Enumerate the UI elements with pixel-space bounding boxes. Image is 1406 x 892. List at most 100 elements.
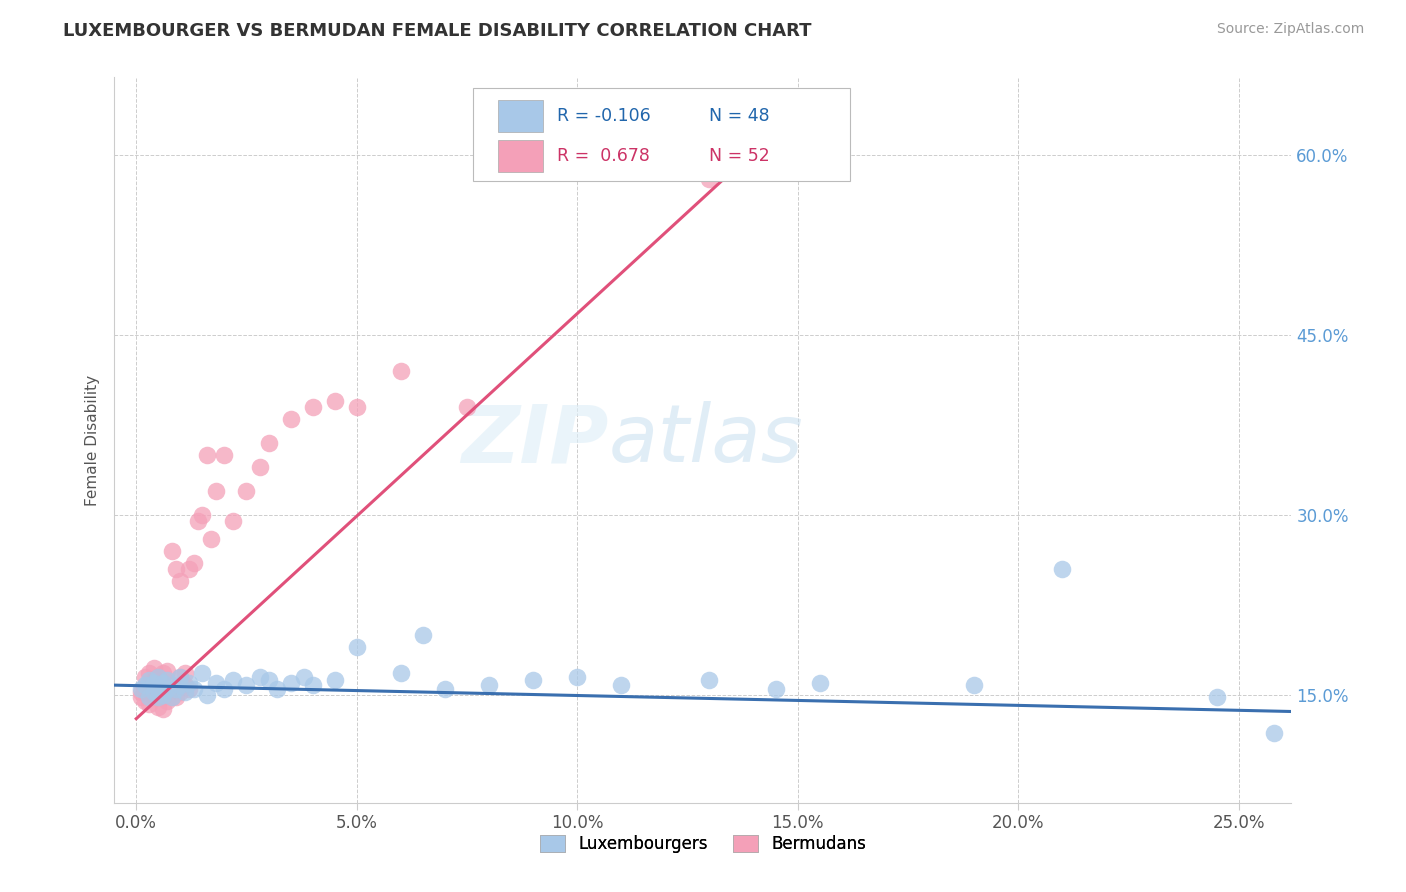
Point	[165, 690, 187, 705]
Point	[156, 673, 179, 688]
Point	[169, 685, 191, 699]
Point	[222, 673, 245, 688]
Point	[389, 364, 412, 378]
Point	[156, 681, 179, 696]
Point	[808, 675, 831, 690]
Point	[323, 673, 346, 688]
Point	[142, 685, 165, 699]
Point	[152, 666, 174, 681]
Point	[160, 690, 183, 705]
Point	[323, 394, 346, 409]
Point	[179, 562, 201, 576]
Point	[156, 681, 179, 696]
Point	[963, 678, 986, 692]
Point	[134, 681, 156, 696]
Point	[433, 681, 456, 696]
Point	[138, 666, 160, 681]
Point	[257, 436, 280, 450]
Point	[148, 681, 170, 696]
Point	[1205, 690, 1227, 705]
Point	[257, 673, 280, 688]
Point	[699, 673, 721, 688]
Text: ZIP: ZIP	[461, 401, 609, 479]
Point	[148, 690, 170, 705]
Point	[148, 681, 170, 696]
Point	[148, 699, 170, 714]
Point	[152, 678, 174, 692]
Point	[169, 678, 191, 692]
Point	[522, 673, 544, 688]
Text: atlas: atlas	[609, 401, 803, 479]
Point	[266, 681, 288, 696]
Point	[292, 670, 315, 684]
Point	[165, 562, 187, 576]
Point	[152, 702, 174, 716]
Point	[204, 675, 226, 690]
Point	[565, 670, 588, 684]
Point	[301, 400, 323, 414]
Point	[195, 448, 218, 462]
Point	[179, 681, 201, 696]
Point	[346, 400, 368, 414]
Point	[142, 690, 165, 705]
Point	[169, 670, 191, 684]
Point	[235, 483, 257, 498]
Point	[389, 666, 412, 681]
Point	[148, 670, 170, 684]
Text: R =  0.678: R = 0.678	[557, 147, 650, 165]
Point	[169, 670, 191, 684]
Point	[346, 640, 368, 654]
Point	[165, 681, 187, 696]
Legend: Luxembourgers, Bermudans: Luxembourgers, Bermudans	[533, 828, 873, 860]
Point	[169, 574, 191, 588]
Point	[134, 678, 156, 692]
Point	[156, 694, 179, 708]
Point	[142, 673, 165, 688]
FancyBboxPatch shape	[474, 88, 851, 181]
Point	[301, 678, 323, 692]
Point	[1050, 562, 1073, 576]
Point	[173, 666, 195, 681]
Text: R = -0.106: R = -0.106	[557, 107, 651, 125]
Point	[456, 400, 478, 414]
Point	[249, 670, 271, 684]
FancyBboxPatch shape	[498, 100, 543, 132]
Point	[699, 172, 721, 186]
Point	[160, 678, 183, 692]
Point	[412, 628, 434, 642]
Point	[152, 690, 174, 705]
Point	[152, 675, 174, 690]
Point	[129, 685, 152, 699]
Point	[138, 678, 160, 692]
Point	[152, 688, 174, 702]
Point	[183, 681, 205, 696]
Point	[1263, 726, 1285, 740]
Point	[129, 690, 152, 705]
Point	[222, 514, 245, 528]
Point	[204, 483, 226, 498]
Point	[191, 508, 214, 522]
Point	[148, 670, 170, 684]
Text: Source: ZipAtlas.com: Source: ZipAtlas.com	[1216, 22, 1364, 37]
Point	[280, 675, 302, 690]
Point	[191, 666, 214, 681]
Point	[129, 681, 152, 696]
Point	[200, 532, 222, 546]
Point	[160, 544, 183, 558]
Point	[156, 664, 179, 678]
Point	[173, 685, 195, 699]
Point	[179, 675, 201, 690]
Point	[235, 678, 257, 692]
Text: N = 52: N = 52	[709, 147, 769, 165]
Point	[214, 448, 236, 462]
Point	[160, 690, 183, 705]
Point	[249, 460, 271, 475]
Point	[138, 673, 160, 688]
Point	[610, 678, 633, 692]
Text: LUXEMBOURGER VS BERMUDAN FEMALE DISABILITY CORRELATION CHART: LUXEMBOURGER VS BERMUDAN FEMALE DISABILI…	[63, 22, 811, 40]
Point	[214, 681, 236, 696]
Point	[134, 694, 156, 708]
Point	[280, 412, 302, 426]
Y-axis label: Female Disability: Female Disability	[86, 375, 100, 506]
Point	[134, 670, 156, 684]
